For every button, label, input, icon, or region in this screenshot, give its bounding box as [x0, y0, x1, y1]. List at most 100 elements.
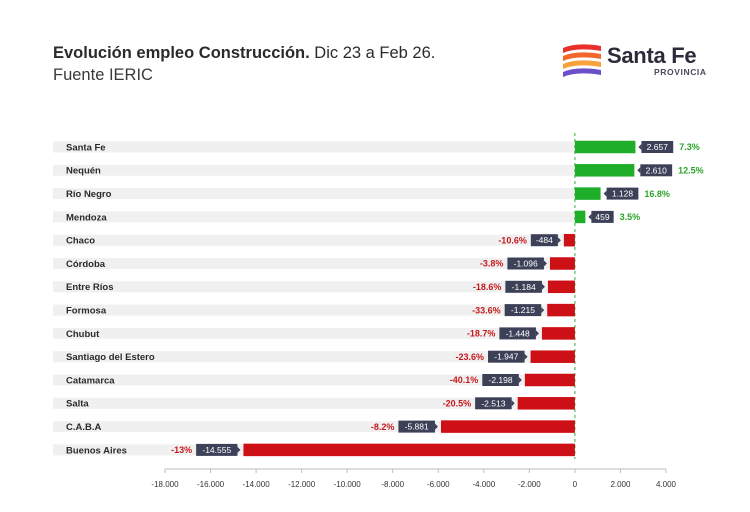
percent-label: -18.6%	[473, 282, 502, 292]
value-box-pointer	[541, 283, 545, 290]
value-label: -484	[536, 235, 553, 245]
category-label: Santa Fe	[66, 142, 106, 153]
value-box-pointer	[637, 167, 641, 174]
bar	[574, 210, 586, 224]
value-label: -1.096	[514, 259, 538, 269]
bar	[574, 140, 636, 154]
value-box-pointer	[434, 423, 438, 430]
row-band	[53, 374, 575, 386]
value-box-pointer	[588, 213, 592, 220]
bar	[243, 443, 575, 457]
value-label: 2.657	[647, 142, 669, 152]
bar	[541, 327, 575, 340]
value-box	[499, 327, 536, 340]
value-label: -1.184	[512, 282, 536, 292]
value-box	[475, 397, 512, 410]
category-label: Catamarca	[66, 375, 115, 386]
value-label: -14.555	[202, 445, 231, 455]
value-box-pointer	[524, 353, 528, 360]
percent-label: -40.1%	[450, 375, 479, 385]
value-box-pointer	[638, 144, 642, 150]
percent-label: 3.5%	[620, 212, 641, 222]
percent-label: -10.6%	[498, 235, 527, 245]
x-tick-label: -14.000	[243, 480, 271, 489]
value-box	[507, 257, 544, 270]
row-band	[53, 234, 575, 246]
santa-fe-logo: Santa Fe PROVINCIA	[561, 42, 711, 78]
bar	[574, 164, 635, 177]
percent-label: 7.3%	[679, 142, 700, 152]
bar	[440, 420, 575, 433]
chart-title-rest: Dic 23 a Feb 26.	[309, 44, 436, 62]
bar	[547, 280, 575, 294]
row-band	[53, 397, 575, 409]
value-label: -1.448	[506, 328, 530, 338]
percent-label: -18.7%	[467, 329, 496, 339]
value-box	[591, 210, 614, 223]
x-tick-label: 0	[573, 480, 578, 489]
category-label: Mendoza	[66, 212, 107, 223]
category-label: Formosa	[66, 306, 107, 317]
row-band	[53, 351, 575, 363]
category-label: Buenos Aires	[66, 445, 127, 456]
x-tick-label: -4.000	[472, 480, 495, 489]
percent-label: -33.6%	[472, 305, 501, 315]
value-label: -5.881	[405, 422, 429, 432]
value-box	[641, 141, 674, 153]
category-label: Córdoba	[66, 259, 106, 270]
value-box-pointer	[535, 330, 539, 337]
x-tick-label: -6.000	[427, 480, 450, 489]
value-box-pointer	[237, 446, 241, 453]
value-box	[505, 280, 542, 293]
value-box-pointer	[543, 260, 547, 267]
bar	[547, 303, 575, 317]
x-tick-label: -12.000	[288, 480, 316, 489]
category-label: Chaco	[66, 236, 95, 247]
value-box	[606, 187, 639, 200]
bar	[524, 373, 575, 387]
row-band	[53, 304, 575, 316]
value-label: 459	[595, 212, 609, 222]
row-band	[53, 281, 575, 293]
category-label: Entre Ríos	[66, 282, 114, 293]
value-label: 2.610	[646, 165, 668, 175]
percent-label: -13%	[171, 445, 192, 455]
value-box	[482, 374, 519, 386]
row-band	[53, 188, 575, 200]
x-tick-label: -18.000	[151, 480, 179, 489]
value-label: -1.947	[494, 352, 518, 362]
percent-label: -8.2%	[371, 422, 395, 432]
category-label: C.A.B.A	[66, 422, 102, 433]
x-tick-label: -16.000	[197, 480, 225, 489]
value-box	[488, 350, 525, 363]
santa-fe-logo-mark-icon	[563, 44, 601, 77]
logo-subtitle: PROVINCIA	[654, 67, 707, 77]
value-box-pointer	[541, 307, 545, 314]
row-band	[53, 327, 575, 339]
percent-label: 12.5%	[678, 166, 704, 176]
row-band	[53, 141, 575, 153]
chart-title: Evolución empleo Construcción. Dic 23 a …	[53, 42, 435, 64]
x-tick-label: -8.000	[381, 480, 404, 489]
bar	[517, 397, 575, 410]
category-label: Nequén	[66, 166, 101, 177]
value-box-pointer	[518, 377, 522, 383]
value-label: -1.215	[511, 305, 535, 315]
row-band	[53, 211, 575, 223]
x-tick-label: 2.000	[610, 480, 631, 489]
bar	[574, 187, 601, 200]
percent-label: -23.6%	[455, 352, 484, 362]
category-label: Santiago del Estero	[66, 352, 155, 363]
value-box	[530, 234, 558, 247]
value-box-pointer	[603, 190, 607, 197]
row-band	[53, 421, 575, 433]
value-box	[398, 420, 435, 433]
chart-title-bold: Evolución empleo Construcción.	[53, 44, 310, 62]
percent-label: 16.8%	[644, 189, 670, 199]
chart-header: Evolución empleo Construcción. Dic 23 a …	[53, 42, 435, 86]
percent-label: -20.5%	[443, 399, 472, 409]
percent-label: -3.8%	[480, 259, 504, 269]
logo-name: Santa Fe	[607, 43, 697, 68]
value-box	[640, 164, 673, 177]
bar	[530, 350, 575, 363]
